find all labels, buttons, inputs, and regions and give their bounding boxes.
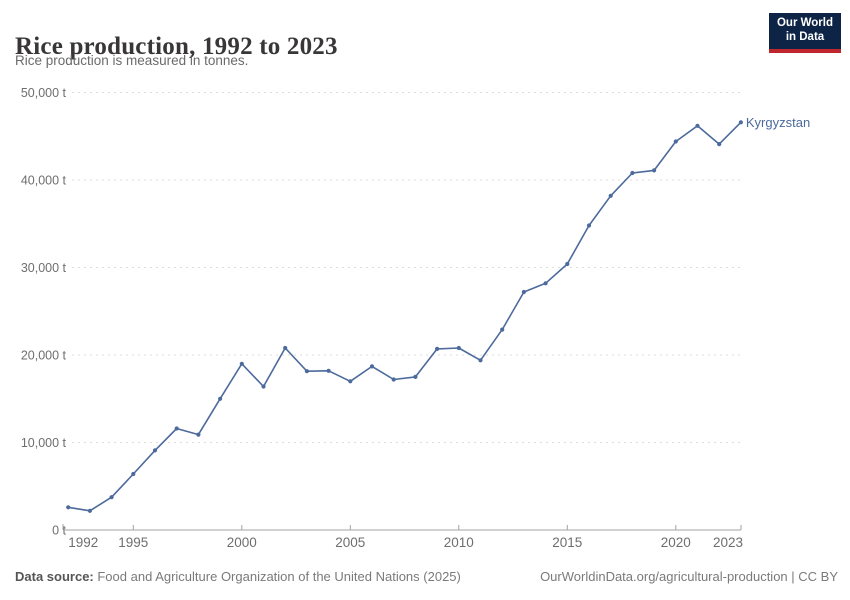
- x-tick-label: 2015: [552, 535, 582, 550]
- data-point-marker[interactable]: [131, 471, 136, 477]
- data-point-marker[interactable]: [283, 345, 288, 351]
- data-source-text: Food and Agriculture Organization of the…: [93, 569, 461, 584]
- y-tick-label: 20,000 t: [21, 349, 67, 363]
- footer-link[interactable]: OurWorldinData.org/agricultural-producti…: [540, 569, 838, 584]
- x-tick-label: 2000: [227, 535, 257, 550]
- data-point-marker[interactable]: [239, 361, 244, 366]
- chart-subtitle: Rice production is measured in tonnes.: [15, 53, 249, 68]
- data-point-marker[interactable]: [109, 495, 114, 500]
- data-point-marker[interactable]: [500, 327, 505, 332]
- data-point-marker[interactable]: [586, 223, 592, 228]
- data-point-marker[interactable]: [738, 120, 744, 125]
- x-tick-label: 1995: [118, 535, 148, 550]
- y-tick-label: 50,000 t: [21, 86, 67, 100]
- series-end-label: Kyrgyzstan: [746, 115, 810, 130]
- data-point-marker[interactable]: [348, 379, 353, 384]
- data-source-label: Data source:: [15, 569, 94, 584]
- data-point-marker[interactable]: [326, 368, 331, 373]
- y-tick-label: 40,000 t: [21, 174, 67, 188]
- data-point-marker[interactable]: [630, 170, 635, 176]
- chart-footer: Data source: Food and Agriculture Organi…: [15, 569, 838, 584]
- y-tick-label: 30,000 t: [21, 261, 67, 275]
- owid-logo-line2: in Data: [785, 31, 825, 43]
- x-tick-label: 2020: [661, 535, 691, 550]
- data-point-marker[interactable]: [304, 369, 309, 374]
- owid-logo-line1: Our World: [776, 17, 833, 30]
- data-point-marker[interactable]: [521, 289, 527, 295]
- data-point-marker[interactable]: [435, 346, 440, 351]
- x-tick-label: 2023: [713, 535, 743, 550]
- data-point-marker[interactable]: [565, 261, 570, 267]
- data-point-marker[interactable]: [196, 432, 201, 437]
- data-point-marker[interactable]: [717, 142, 722, 147]
- data-point-marker[interactable]: [174, 426, 179, 431]
- x-tick-label: 2005: [335, 535, 365, 550]
- data-point-marker[interactable]: [152, 448, 158, 453]
- data-point-marker[interactable]: [456, 345, 461, 351]
- data-point-marker[interactable]: [87, 508, 92, 513]
- data-point-marker[interactable]: [261, 384, 266, 389]
- data-point-marker[interactable]: [413, 374, 418, 379]
- x-tick-label: 2010: [444, 535, 474, 550]
- series-line-kyrgyzstan[interactable]: [68, 121, 742, 512]
- data-point-marker[interactable]: [652, 168, 657, 173]
- data-source-note: Data source: Food and Agriculture Organi…: [15, 569, 461, 584]
- data-point-marker[interactable]: [478, 358, 483, 363]
- data-point-marker[interactable]: [543, 281, 548, 286]
- data-point-marker[interactable]: [391, 377, 396, 382]
- data-point-marker[interactable]: [66, 505, 71, 510]
- data-point-marker[interactable]: [695, 123, 700, 128]
- data-point-marker[interactable]: [218, 396, 223, 401]
- x-tick-label: 1992: [68, 535, 98, 550]
- data-point-marker[interactable]: [369, 364, 375, 369]
- data-point-marker[interactable]: [608, 193, 613, 198]
- page-title: Rice production, 1992 to 2023: [15, 32, 338, 60]
- data-point-marker[interactable]: [673, 139, 678, 144]
- owid-logo[interactable]: Our World in Data: [769, 13, 841, 53]
- y-tick-label: 10,000 t: [21, 436, 67, 450]
